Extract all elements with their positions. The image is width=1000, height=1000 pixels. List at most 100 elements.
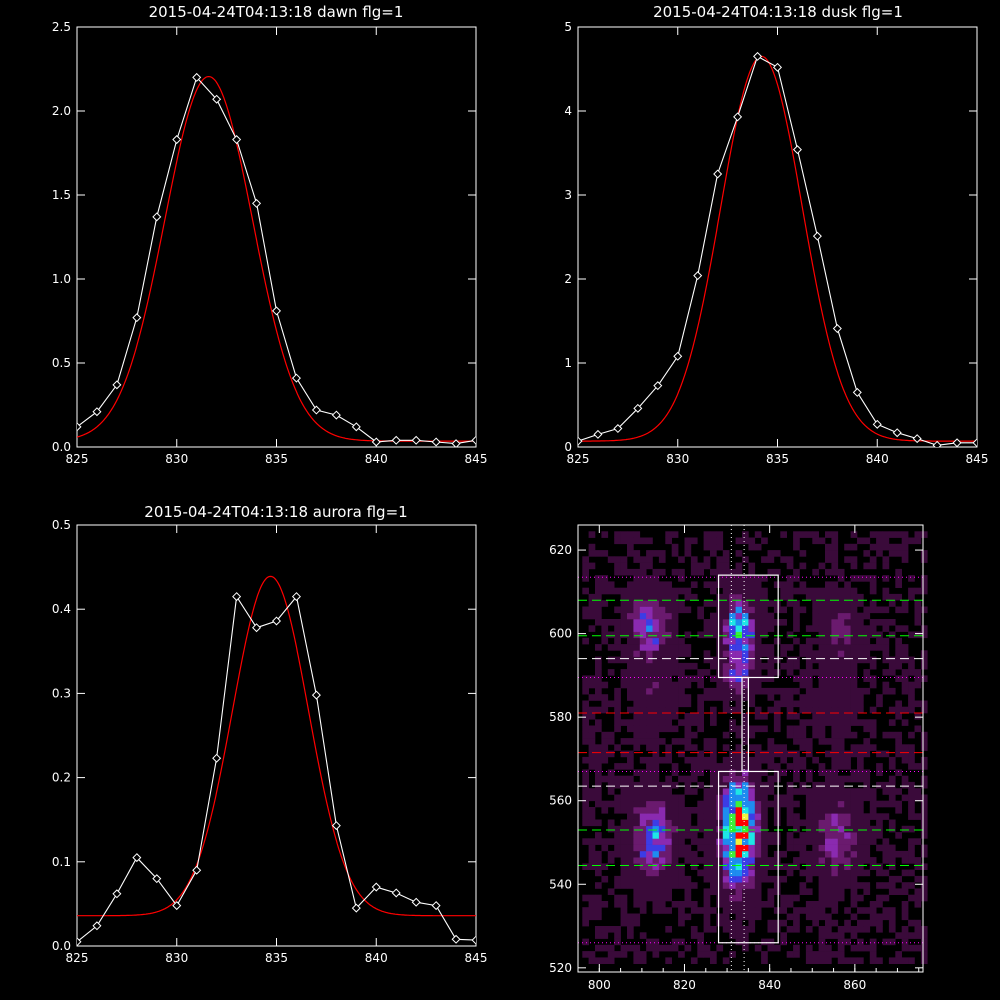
heatmap-cell — [729, 637, 736, 645]
heatmap-cell — [895, 644, 902, 651]
heatmap-cell — [857, 863, 864, 870]
heatmap-cell — [595, 675, 602, 682]
heatmap-cell — [857, 894, 864, 902]
heatmap-cell — [876, 825, 883, 833]
heatmap-cell — [633, 919, 641, 927]
heatmap-cell — [658, 944, 666, 952]
heatmap-cell — [614, 619, 621, 626]
heatmap-cell — [888, 913, 896, 921]
heatmap-cell — [831, 550, 839, 557]
heatmap-cell — [735, 612, 743, 620]
heatmap-cell — [722, 901, 730, 908]
heatmap-cell — [722, 882, 730, 889]
heatmap-cell — [639, 875, 647, 883]
heatmap-cell — [869, 832, 877, 839]
heatmap-cell — [882, 681, 890, 689]
heatmap-cell — [876, 813, 883, 820]
heatmap-cell — [639, 662, 647, 670]
heatmap-cell — [901, 825, 909, 833]
heatmap-cell — [799, 850, 807, 858]
heatmap-cell — [646, 844, 653, 852]
heatmap-cell — [678, 575, 685, 582]
heatmap-cell — [627, 625, 634, 632]
heatmap-cell — [837, 606, 845, 614]
heatmap-cell — [703, 832, 711, 839]
heatmap-cell — [735, 919, 743, 927]
heatmap-cell — [729, 850, 736, 858]
heatmap-cell — [825, 581, 832, 588]
heatmap-cell — [793, 919, 800, 927]
heatmap-cell — [729, 763, 736, 770]
heatmap-cell — [837, 894, 845, 902]
heatmap-cell — [761, 725, 768, 733]
heatmap-cell — [703, 875, 711, 883]
heatmap-cell — [735, 669, 743, 676]
heatmap-cell — [722, 788, 730, 795]
heatmap-cell — [601, 637, 609, 645]
heatmap-cell — [665, 744, 672, 751]
heatmap-cell — [850, 901, 858, 908]
heatmap-cell — [920, 650, 928, 657]
heatmap-cell — [646, 606, 653, 614]
heatmap-cell — [869, 606, 877, 614]
heatmap-cell — [684, 587, 692, 595]
heatmap-cell — [684, 725, 692, 733]
heatmap-cell — [818, 713, 826, 720]
heatmap-cell — [710, 587, 717, 595]
heatmap-cell — [633, 694, 641, 701]
heatmap-y-tick-label: 580 — [549, 710, 572, 724]
heatmap-cell — [684, 543, 692, 551]
heatmap-cell — [754, 725, 762, 733]
heatmap-cell — [582, 894, 589, 902]
heatmap-cell — [729, 844, 736, 852]
heatmap-cell — [793, 857, 800, 864]
heatmap-cell — [876, 901, 883, 908]
heatmap-cell — [908, 750, 915, 758]
heatmap-cell — [607, 556, 615, 563]
heatmap-cell — [914, 838, 922, 845]
heatmap-cell — [895, 888, 902, 895]
heatmap-cell — [665, 725, 672, 733]
heatmap-cell — [633, 857, 641, 864]
heatmap-cell — [901, 706, 909, 714]
heatmap-cell — [895, 700, 902, 708]
heatmap-cell — [614, 800, 621, 808]
heatmap-cell — [582, 838, 589, 845]
heatmap-cell — [850, 794, 858, 802]
heatmap-cell — [627, 537, 634, 545]
heatmap-cell — [850, 619, 858, 626]
heatmap-cell — [652, 813, 660, 820]
heatmap-cell — [837, 669, 845, 676]
heatmap-cell — [876, 644, 883, 651]
heatmap-cell — [793, 763, 800, 770]
heatmap-cell — [703, 537, 711, 545]
heatmap-cell — [812, 819, 819, 827]
heatmap-cell — [793, 531, 800, 538]
heatmap-cell — [646, 763, 653, 770]
heatmap-cell — [831, 857, 839, 864]
heatmap-cell — [844, 587, 851, 595]
heatmap-cell — [588, 625, 596, 632]
heatmap-cell — [633, 568, 641, 576]
heatmap-cell — [742, 713, 749, 720]
heatmap-cell — [582, 813, 589, 820]
heatmap-cell — [914, 863, 922, 870]
heatmap-cell — [633, 850, 641, 858]
heatmap-cell — [607, 731, 615, 739]
heatmap-cell — [754, 944, 762, 952]
heatmap-cell — [627, 819, 634, 827]
heatmap-cell — [857, 832, 864, 839]
heatmap-cell — [601, 807, 609, 814]
heatmap-cell — [786, 700, 794, 708]
heatmap-cell — [754, 687, 762, 695]
heatmap-cell — [901, 932, 909, 939]
heatmap-cell — [588, 612, 596, 620]
heatmap-cell — [710, 888, 717, 895]
heatmap-cell — [818, 907, 826, 914]
heatmap-cell — [735, 807, 743, 814]
heatmap-cell — [671, 825, 679, 833]
heatmap-cell — [882, 850, 890, 858]
heatmap-cell — [825, 882, 832, 889]
heatmap-cell — [825, 543, 832, 551]
heatmap-cell — [595, 857, 602, 864]
